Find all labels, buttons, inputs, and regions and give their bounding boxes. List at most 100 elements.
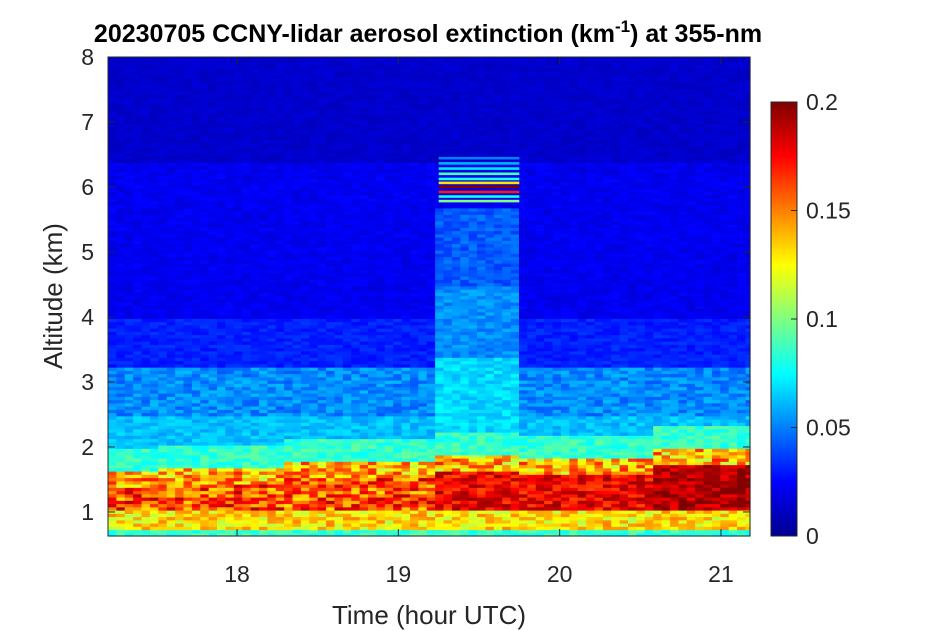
heatmap-cell	[326, 386, 336, 391]
heatmap-cell	[225, 529, 235, 534]
heatmap-cell	[225, 513, 235, 518]
heatmap-cell	[351, 116, 361, 121]
heatmap-cell	[284, 246, 294, 251]
heatmap-cell	[108, 165, 117, 170]
heatmap-cell	[133, 425, 143, 430]
heatmap-cell	[116, 211, 126, 215]
heatmap-cell	[284, 419, 294, 423]
heatmap-cell	[149, 152, 159, 157]
heatmap-cell	[158, 370, 168, 375]
heatmap-cell	[183, 129, 193, 134]
heatmap-cell	[116, 237, 126, 241]
heatmap-cell	[317, 57, 327, 59]
heatmap-cell	[342, 188, 352, 193]
heatmap-cell	[351, 188, 361, 193]
heatmap-cell	[334, 159, 344, 163]
heatmap-cell	[133, 175, 143, 180]
heatmap-cell	[141, 461, 151, 466]
heatmap-cell	[309, 198, 319, 202]
heatmap-cell	[267, 266, 277, 271]
heatmap-cell	[275, 259, 285, 264]
heatmap-cell	[284, 256, 294, 261]
heatmap-cell	[250, 250, 260, 254]
heatmap-cell	[258, 188, 268, 193]
heatmap-cell	[225, 380, 235, 384]
heatmap-cell	[166, 178, 176, 183]
heatmap-cell	[208, 510, 218, 514]
heatmap-cell	[284, 357, 294, 362]
heatmap-cell	[351, 123, 361, 128]
heatmap-cell	[376, 519, 386, 524]
heatmap-cell	[166, 383, 176, 388]
heatmap-cell	[225, 136, 235, 141]
heatmap-cell	[326, 71, 336, 76]
heatmap-cell	[242, 110, 252, 115]
heatmap-cell	[158, 58, 168, 63]
heatmap-cell	[351, 477, 361, 482]
heatmap-cell	[292, 487, 302, 492]
heatmap-cell	[191, 500, 201, 505]
heatmap-cell	[284, 350, 294, 355]
heatmap-cell	[351, 155, 361, 160]
heatmap-cell	[166, 204, 176, 209]
heatmap-cell	[217, 129, 227, 134]
heatmap-cell	[309, 136, 319, 141]
heatmap-cell	[183, 94, 193, 98]
heatmap-cell	[175, 123, 185, 128]
heatmap-cell	[183, 266, 193, 271]
heatmap-cell	[175, 373, 185, 378]
heatmap-cell	[368, 136, 378, 141]
heatmap-cell	[166, 308, 176, 313]
heatmap-cell	[208, 185, 218, 189]
heatmap-cell	[334, 406, 344, 410]
heatmap-cell	[124, 94, 134, 98]
heatmap-cell	[368, 155, 378, 160]
heatmap-cell	[300, 100, 310, 105]
heatmap-cell	[141, 422, 151, 427]
heatmap-cell	[175, 318, 185, 323]
heatmap-cell	[133, 256, 143, 261]
heatmap-cell	[384, 256, 394, 261]
heatmap-cell	[309, 162, 319, 167]
heatmap-cell	[326, 269, 336, 274]
heatmap-cell	[175, 175, 185, 180]
heatmap-cell	[300, 81, 310, 85]
heatmap-cell	[124, 513, 134, 518]
heatmap-cell	[284, 217, 294, 222]
heatmap-cell	[141, 220, 151, 225]
heatmap-cell	[250, 259, 260, 264]
heatmap-cell	[376, 363, 386, 368]
heatmap-cell	[133, 90, 143, 95]
heatmap-cell	[267, 100, 277, 105]
heatmap-cell	[116, 412, 126, 417]
heatmap-cell	[217, 318, 227, 323]
heatmap-cell	[116, 68, 126, 72]
heatmap-cell	[300, 266, 310, 271]
heatmap-cell	[183, 461, 193, 466]
heatmap-cell	[225, 409, 235, 414]
heatmap-cell	[217, 57, 227, 59]
heatmap-cell	[309, 402, 319, 407]
heatmap-cell	[258, 454, 268, 459]
heatmap-cell	[376, 409, 386, 414]
heatmap-cell	[124, 458, 134, 462]
heatmap-cell	[267, 276, 277, 280]
heatmap-cell	[191, 204, 201, 209]
heatmap-cell	[166, 272, 176, 277]
heatmap-cell	[292, 480, 302, 485]
heatmap-cell	[183, 61, 193, 66]
heatmap-cell	[351, 292, 361, 297]
heatmap-cell	[133, 224, 143, 228]
heatmap-cell	[317, 448, 327, 453]
heatmap-cell	[317, 519, 327, 524]
heatmap-cell	[191, 152, 201, 157]
heatmap-cell	[166, 386, 176, 391]
heatmap-cell	[275, 113, 285, 118]
heatmap-cell	[183, 253, 193, 258]
heatmap-cell	[342, 380, 352, 384]
heatmap-cell	[233, 506, 243, 511]
heatmap-cell	[376, 308, 386, 313]
heatmap-cell	[133, 298, 143, 303]
heatmap-cell	[284, 354, 294, 358]
heatmap-cell	[116, 438, 126, 443]
